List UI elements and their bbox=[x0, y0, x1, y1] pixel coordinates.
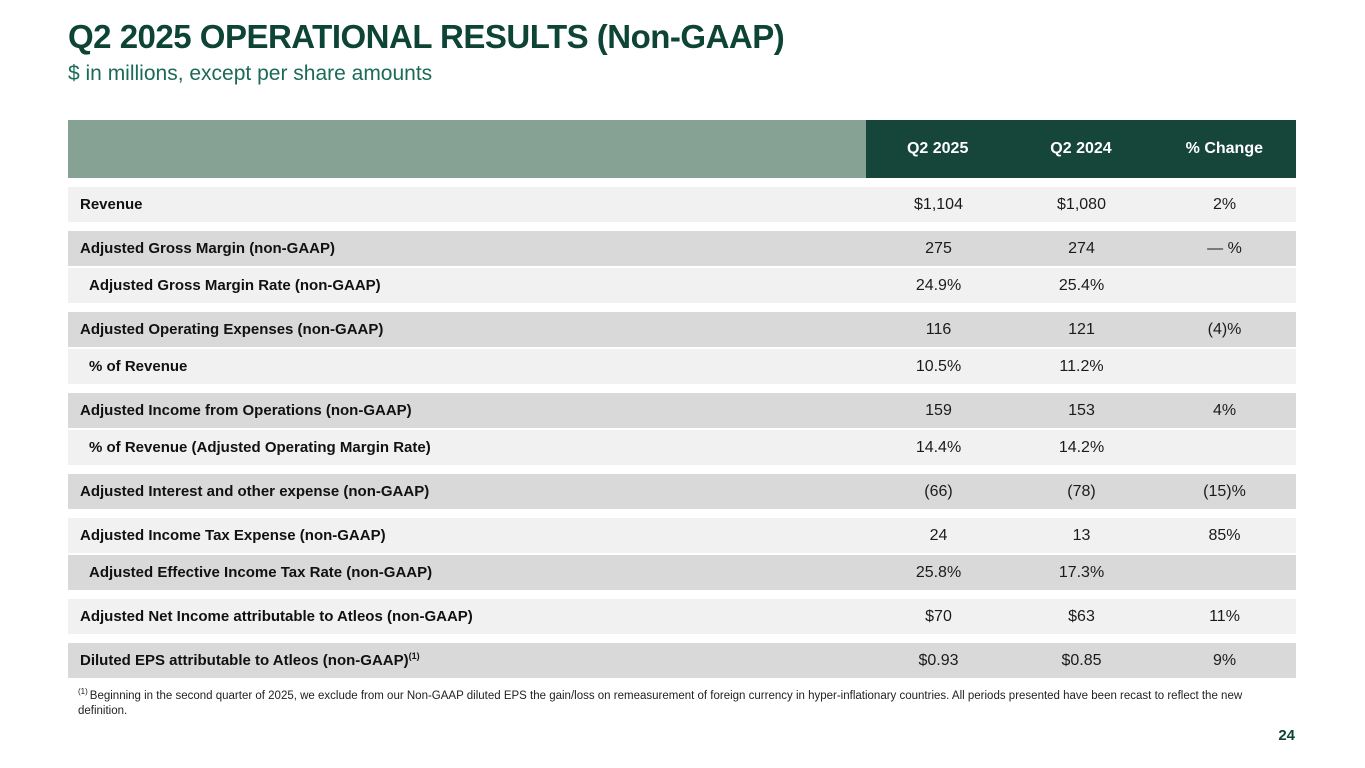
row-value: 10.5% bbox=[915, 357, 962, 375]
table-header-spacer bbox=[68, 120, 866, 178]
row-value: $1,080 bbox=[1057, 195, 1106, 213]
row-value: 275 bbox=[925, 239, 952, 257]
row-label: % of Revenue bbox=[89, 358, 188, 375]
row-value: $63 bbox=[1068, 607, 1095, 625]
row-value: (4)% bbox=[1207, 320, 1242, 338]
row-label: Adjusted Net Income attributable to Atle… bbox=[80, 608, 473, 625]
table-row: Adjusted Gross Margin (non-GAAP) 275 274 — … bbox=[68, 231, 1296, 266]
row-label: Adjusted Interest and other expense (non… bbox=[80, 483, 430, 500]
table-header: Q2 2025 Q2 2024 % Change bbox=[68, 120, 1296, 178]
row-value: (78) bbox=[1067, 482, 1096, 500]
row-value: 14.2% bbox=[1058, 438, 1105, 456]
table-row: Adjusted Net Income attributable to Atle… bbox=[68, 599, 1296, 634]
row-label: Adjusted Gross Margin (non-GAAP) bbox=[80, 240, 335, 257]
row-value: 24.9% bbox=[915, 276, 962, 294]
footnote-marker: (1) bbox=[78, 687, 88, 697]
row-value: 14.4% bbox=[915, 438, 962, 456]
row-label-superscript: (1) bbox=[408, 651, 420, 661]
table-row: % of Revenue 10.5% 11.2% bbox=[68, 349, 1296, 384]
column-header-pct-change: % Change bbox=[1185, 140, 1263, 157]
row-label: Adjusted Income from Operations (non-GAA… bbox=[80, 402, 412, 419]
operational-results-table: Q2 2025 Q2 2024 % Change Revenue $1,104 $1… bbox=[68, 120, 1296, 678]
row-value: — % bbox=[1207, 239, 1242, 257]
row-value: $0.93 bbox=[918, 651, 959, 669]
table-row: Adjusted Gross Margin Rate (non-GAAP) 24.… bbox=[68, 268, 1296, 303]
row-label: Adjusted Operating Expenses (non-GAAP) bbox=[80, 321, 384, 338]
table-row: Adjusted Income Tax Expense (non-GAAP) 24… bbox=[68, 518, 1296, 553]
row-value: 17.3% bbox=[1058, 563, 1105, 581]
table-body: Revenue $1,104 $1,080 2% Adjusted Gross Marg… bbox=[68, 187, 1296, 678]
row-label: % of Revenue (Adjusted Operating Margin … bbox=[89, 439, 431, 456]
row-value: (66) bbox=[924, 482, 953, 500]
column-header-q2-2025: Q2 2025 bbox=[906, 140, 969, 157]
row-label: Adjusted Effective Income Tax Rate (non-… bbox=[89, 564, 433, 581]
slide-subtitle: $ in millions, except per share amounts bbox=[68, 62, 433, 85]
table-row: Diluted EPS attributable to Atleos (non-… bbox=[68, 643, 1296, 678]
footnote: (1) Beginning in the second quarter of 20… bbox=[78, 687, 1290, 718]
table-row: Adjusted Interest and other expense (non… bbox=[68, 474, 1296, 509]
row-value: 25.8% bbox=[915, 563, 962, 581]
column-header-q2-2024: Q2 2024 bbox=[1050, 140, 1112, 157]
row-value: 2% bbox=[1212, 195, 1237, 213]
table-row: Revenue $1,104 $1,080 2% bbox=[68, 187, 1296, 222]
footnote-text: Beginning in the second quarter of 2025,… bbox=[78, 690, 1243, 717]
row-value: 274 bbox=[1068, 239, 1095, 257]
row-label: Adjusted Gross Margin Rate (non-GAAP) bbox=[89, 277, 381, 294]
row-value: 11% bbox=[1209, 607, 1240, 625]
row-value: 121 bbox=[1068, 320, 1095, 338]
table-row: Adjusted Income from Operations (non-GAA… bbox=[68, 393, 1296, 428]
row-label: Diluted EPS attributable to Atleos (non-… bbox=[80, 651, 420, 670]
row-value: 24 bbox=[929, 526, 948, 544]
row-value: $70 bbox=[925, 607, 952, 625]
table-row: Adjusted Effective Income Tax Rate (non-… bbox=[68, 555, 1296, 590]
page-number: 24 bbox=[1278, 727, 1295, 744]
table-header-columns: Q2 2025 Q2 2024 % Change bbox=[866, 120, 1296, 178]
row-value: 85% bbox=[1208, 526, 1241, 544]
row-label: Adjusted Income Tax Expense (non-GAAP) bbox=[80, 527, 386, 544]
row-value: 116 bbox=[925, 320, 952, 338]
row-value: 9% bbox=[1212, 651, 1237, 669]
row-value: 11.2% bbox=[1059, 357, 1104, 375]
row-value: 153 bbox=[1068, 401, 1095, 419]
row-label: Revenue bbox=[80, 196, 143, 213]
row-value: 159 bbox=[925, 401, 952, 419]
table-row: % of Revenue (Adjusted Operating Margin … bbox=[68, 430, 1296, 465]
page-title: Q2 2025 OPERATIONAL RESULTS (Non-GAAP) bbox=[68, 18, 785, 55]
row-value: $0.85 bbox=[1061, 651, 1102, 669]
row-value: $1,104 bbox=[914, 195, 963, 213]
row-value: (15)% bbox=[1203, 482, 1246, 500]
table-row: Adjusted Operating Expenses (non-GAAP) 11… bbox=[68, 312, 1296, 347]
row-value: 13 bbox=[1072, 526, 1091, 544]
row-value: 25.4% bbox=[1058, 276, 1105, 294]
row-value: 4% bbox=[1212, 401, 1237, 419]
